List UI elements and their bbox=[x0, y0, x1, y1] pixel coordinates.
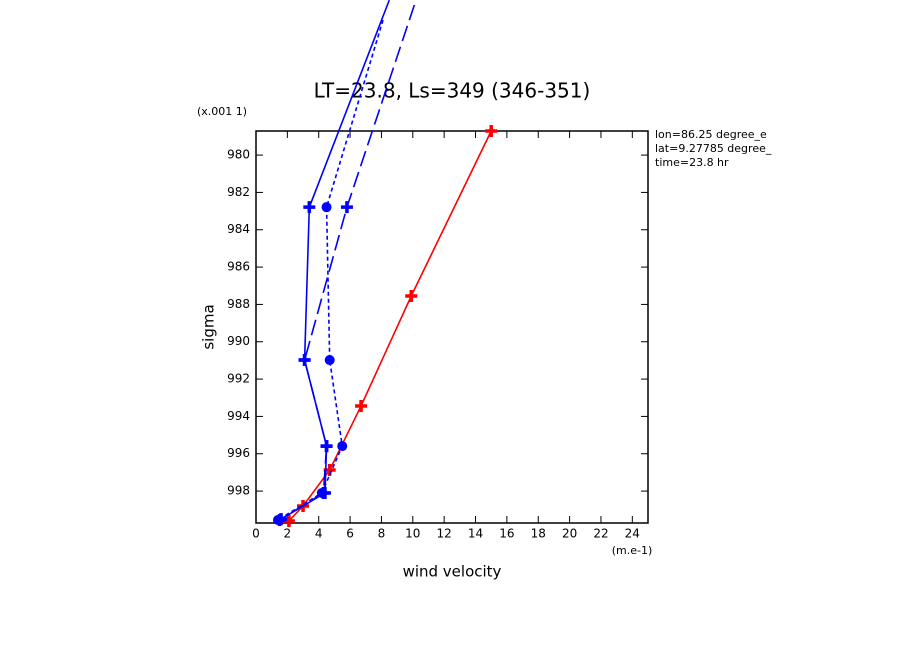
x-tick-label: 10 bbox=[405, 527, 420, 541]
x-tick-label: 2 bbox=[284, 527, 292, 541]
plot-frame bbox=[255, 130, 649, 524]
marker bbox=[337, 441, 348, 452]
chart-title: LT=23.8, Ls=349 (346-351) bbox=[314, 79, 591, 103]
x-tick-label: 0 bbox=[252, 527, 260, 541]
y-tick-label: 996 bbox=[227, 446, 250, 460]
marker bbox=[355, 399, 368, 412]
y-tick-label: 990 bbox=[227, 334, 250, 348]
x-tick-label: 8 bbox=[378, 527, 386, 541]
marker bbox=[340, 201, 353, 214]
y-axis-label: sigma bbox=[200, 304, 218, 349]
marker bbox=[317, 486, 330, 499]
marker bbox=[320, 440, 333, 453]
marker bbox=[485, 125, 498, 137]
y-tick-label: 982 bbox=[227, 185, 250, 199]
x-tick-label: 20 bbox=[562, 527, 577, 541]
x-tick-label: 12 bbox=[437, 527, 452, 541]
marker bbox=[273, 514, 286, 527]
y-unit: (x.001 1) bbox=[197, 105, 247, 118]
profile-line bbox=[288, 130, 492, 522]
x-unit: (m.e-1) bbox=[612, 544, 653, 557]
annotation: time=23.8 hr bbox=[655, 156, 729, 169]
marker bbox=[303, 201, 316, 214]
x-tick-label: 24 bbox=[625, 527, 640, 541]
y-tick-label: 986 bbox=[227, 260, 250, 274]
annotation: lon=86.25 degree_e bbox=[655, 128, 767, 141]
x-tick-label: 6 bbox=[346, 527, 354, 541]
x-tick-label: 4 bbox=[315, 527, 323, 541]
x-tick-label: 14 bbox=[468, 527, 483, 541]
annotation: lat=9.27785 degree_ bbox=[655, 142, 772, 155]
marker bbox=[405, 290, 418, 303]
y-tick-label: 994 bbox=[227, 409, 250, 423]
y-tick-label: 984 bbox=[227, 222, 250, 236]
x-tick-label: 22 bbox=[593, 527, 608, 541]
y-tick-label: 988 bbox=[227, 297, 250, 311]
x-axis-label: wind velocity bbox=[403, 563, 502, 581]
marker bbox=[321, 202, 332, 213]
y-tick-label: 998 bbox=[227, 484, 250, 498]
marker bbox=[324, 355, 335, 366]
x-tick-label: 18 bbox=[531, 527, 546, 541]
x-tick-label: 16 bbox=[499, 527, 514, 541]
marker bbox=[298, 354, 311, 367]
profile-line bbox=[279, 4, 416, 521]
y-tick-label: 992 bbox=[227, 372, 250, 386]
profile-line bbox=[277, 19, 384, 521]
y-tick-label: 980 bbox=[227, 148, 250, 162]
